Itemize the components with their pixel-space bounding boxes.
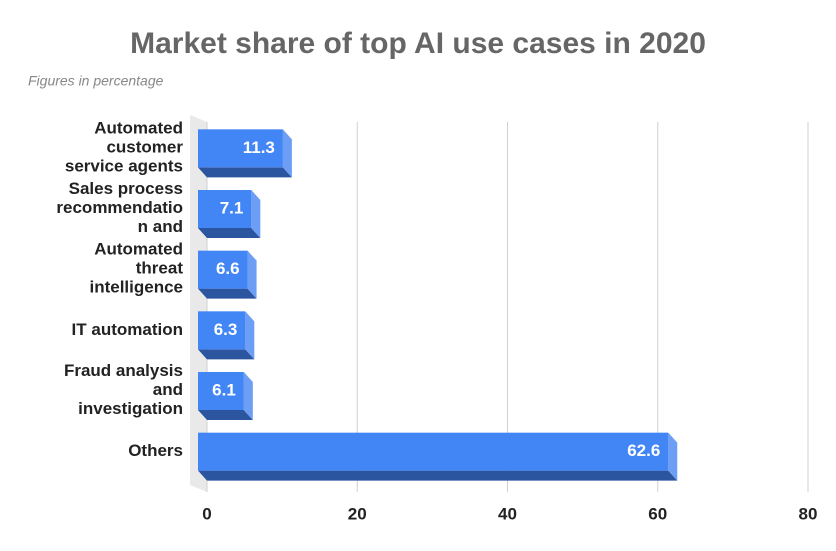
bar-bottom <box>198 228 261 238</box>
bar-side <box>243 372 253 420</box>
y-tick-label: Automated customer service agents <box>65 119 184 176</box>
bar-bottom <box>198 288 257 299</box>
y-tick-label: IT automation <box>72 320 183 339</box>
chart-subtitle: Figures in percentage <box>28 73 164 89</box>
bar <box>198 432 669 471</box>
bar-side <box>247 250 257 299</box>
bar-side <box>251 190 261 238</box>
x-tick-label: 20 <box>348 504 367 523</box>
bar-bottom <box>198 410 253 420</box>
bar-side <box>245 311 255 360</box>
bar <box>198 372 244 410</box>
y-tick-label: Automated threat intelligence <box>89 240 183 297</box>
x-tick-label: 80 <box>799 504 818 523</box>
bar <box>198 250 248 289</box>
bar-side <box>668 432 678 481</box>
value-label: 11.3 <box>243 138 275 157</box>
bar-side <box>282 129 292 178</box>
value-label: 7.1 <box>220 198 244 217</box>
value-label: 6.3 <box>214 320 238 339</box>
bar-bottom <box>198 167 292 178</box>
bar <box>198 311 246 350</box>
y-tick-label: Sales process recommendatio n and <box>56 179 183 236</box>
y-tick-label: Fraud analysis and investigation <box>64 361 183 418</box>
bar-bottom <box>198 470 678 481</box>
y-tick-label: Others <box>128 441 183 460</box>
chart-title: Market share of top AI use cases in 2020 <box>130 27 706 60</box>
bar <box>198 190 252 228</box>
bar <box>198 129 283 168</box>
value-label: 62.6 <box>627 441 660 460</box>
value-label: 6.6 <box>216 259 240 278</box>
bar-bottom <box>198 349 255 360</box>
x-tick-label: 40 <box>498 504 517 523</box>
x-tick-label: 0 <box>202 504 211 523</box>
value-label: 6.1 <box>212 380 236 399</box>
x-tick-label: 60 <box>648 504 667 523</box>
